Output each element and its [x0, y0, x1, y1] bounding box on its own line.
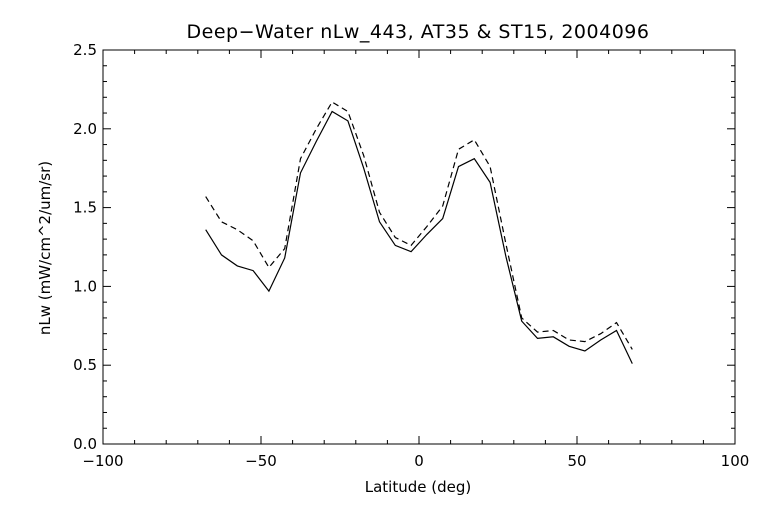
y-axis-label: nLw (mW/cm^2/um/sr) [36, 161, 54, 335]
x-axis-label: Latitude (deg) [365, 478, 471, 496]
y-tick-label: 0.0 [73, 435, 97, 453]
x-tick-label: 0 [414, 452, 424, 470]
x-tick-label: −50 [245, 452, 277, 470]
series-lines [205, 101, 633, 364]
y-tick-label: 2.5 [73, 41, 97, 59]
axis-ticks [102, 49, 736, 445]
x-tick-label: 100 [721, 452, 750, 470]
series-line-solid [205, 110, 633, 364]
y-tick-label: 0.5 [73, 356, 97, 374]
plot-frame [102, 49, 736, 445]
x-tick-label: 50 [567, 452, 586, 470]
axis-tick-labels: −100 −50 0 50 100 0.0 0.5 1.0 1.5 2.0 2.5 [73, 41, 749, 470]
y-tick-label: 1.5 [73, 199, 97, 217]
y-tick-label: 2.0 [73, 120, 97, 138]
y-tick-label: 1.0 [73, 277, 97, 295]
x-tick-label: −100 [82, 452, 123, 470]
series-line-dashed [205, 101, 633, 350]
chart-title: Deep−Water nLw_443, AT35 & ST15, 2004096 [187, 21, 650, 43]
